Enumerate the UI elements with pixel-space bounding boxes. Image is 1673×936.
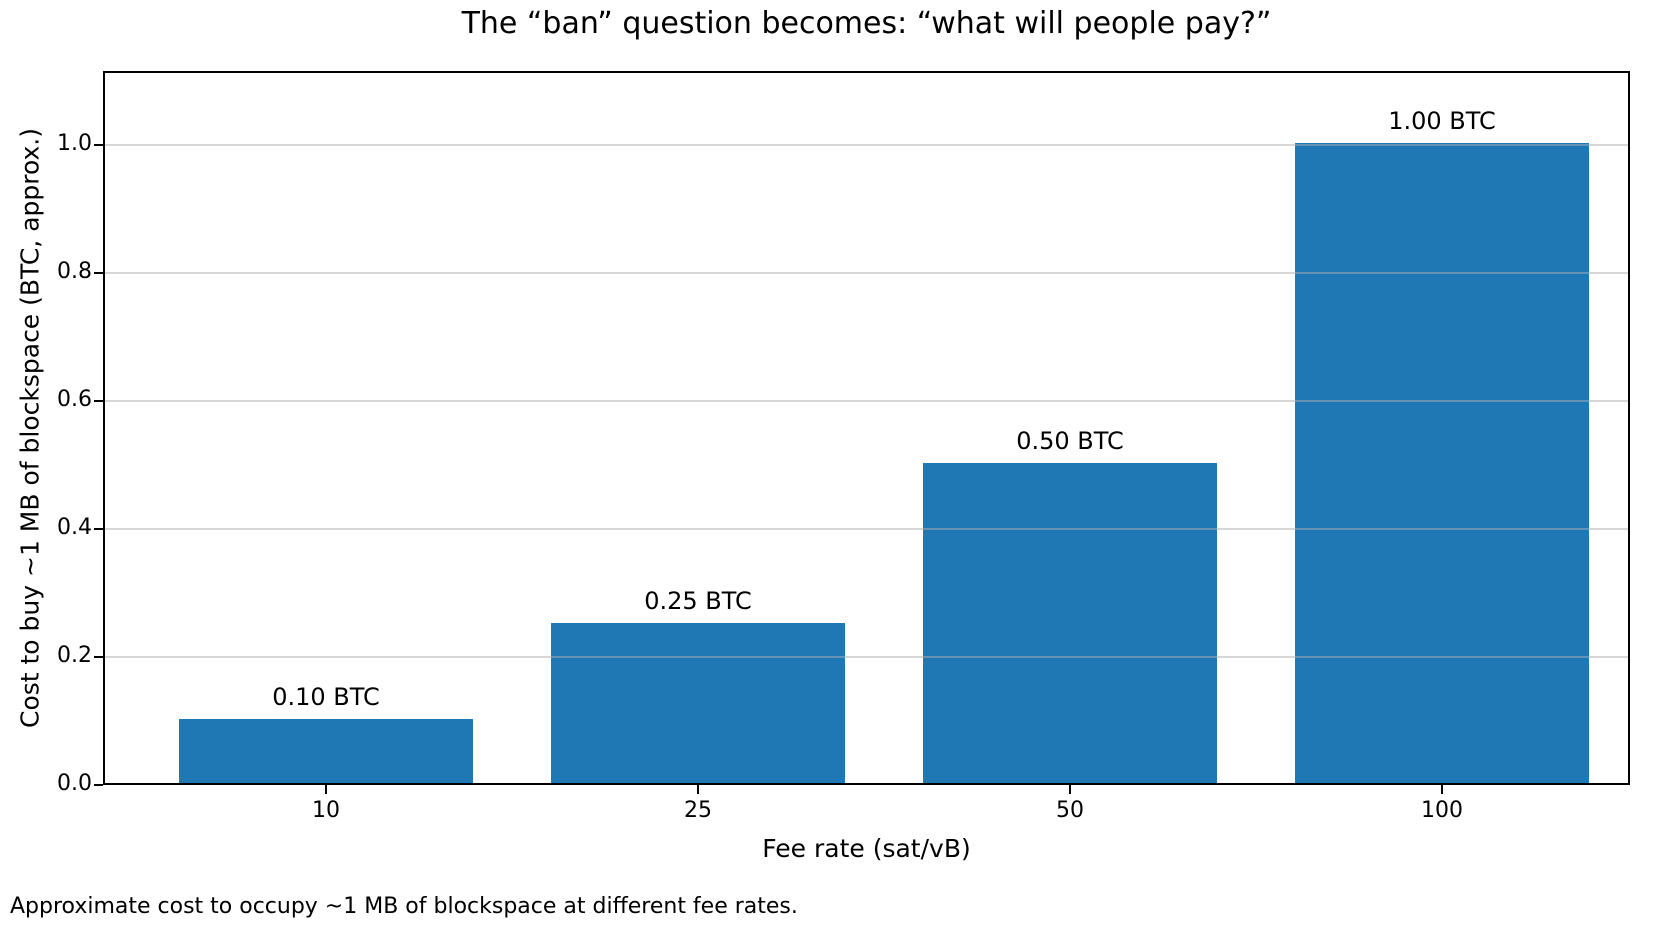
y-tick-mark (94, 144, 103, 146)
chart-title: The “ban” question becomes: “what will p… (461, 6, 1272, 41)
y-tick-label: 0.4 (57, 515, 92, 540)
chart-caption: Approximate cost to occupy ~1 MB of bloc… (10, 894, 798, 919)
y-gridline (105, 528, 1628, 530)
x-tick-label: 100 (1421, 798, 1463, 823)
y-tick-label: 0.6 (57, 387, 92, 412)
bar (923, 463, 1217, 783)
y-tick-label: 1.0 (57, 131, 92, 156)
bar (1295, 143, 1589, 783)
bar-value-label: 1.00 BTC (1388, 107, 1496, 135)
x-tick-mark (697, 785, 699, 794)
y-tick-mark (94, 656, 103, 658)
y-tick-label: 0.0 (57, 771, 92, 796)
bar-value-label: 0.50 BTC (1016, 427, 1124, 455)
y-axis-label: Cost to buy ~1 MB of blockspace (BTC, ap… (15, 127, 45, 729)
y-gridline (105, 400, 1628, 402)
y-tick-mark (94, 784, 103, 786)
x-tick-mark (1441, 785, 1443, 794)
y-gridline (105, 272, 1628, 274)
x-tick-label: 50 (1056, 798, 1084, 823)
y-tick-mark (94, 528, 103, 530)
x-tick-label: 25 (684, 798, 712, 823)
bar-value-label: 0.25 BTC (644, 587, 752, 615)
y-tick-mark (94, 272, 103, 274)
y-gridline (105, 144, 1628, 146)
y-tick-label: 0.8 (57, 259, 92, 284)
y-tick-label: 0.2 (57, 643, 92, 668)
x-axis-label: Fee rate (sat/vB) (762, 834, 971, 863)
x-tick-mark (325, 785, 327, 794)
x-tick-label: 10 (312, 798, 340, 823)
bar (179, 719, 473, 783)
bar (551, 623, 845, 783)
y-tick-mark (94, 400, 103, 402)
y-gridline (105, 656, 1628, 658)
x-tick-mark (1069, 785, 1071, 794)
bar-value-label: 0.10 BTC (272, 683, 380, 711)
